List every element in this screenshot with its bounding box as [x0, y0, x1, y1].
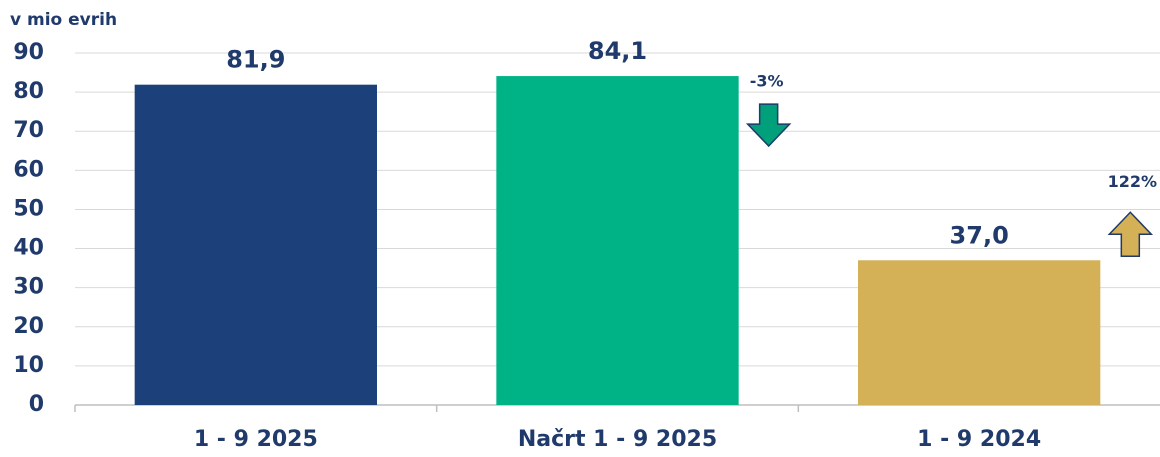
y-axis-label: v mio evrih: [10, 10, 117, 30]
x-tick-label: 1 - 9 2024: [917, 427, 1041, 452]
annotation-label: 122%: [1108, 172, 1157, 191]
value-label: 37,0: [950, 221, 1009, 249]
annotation-label: -3%: [750, 72, 784, 91]
y-tick-label: 50: [13, 196, 44, 221]
y-tick-label: 10: [13, 353, 44, 378]
y-tick-label: 60: [13, 157, 44, 182]
x-tick-label: 1 - 9 2025: [194, 427, 318, 452]
value-label: 84,1: [588, 37, 647, 65]
value-label: 81,9: [226, 46, 285, 74]
bar: [858, 260, 1101, 405]
bar: [496, 76, 739, 405]
y-tick-label: 0: [29, 392, 44, 417]
arrow-down: [745, 103, 792, 148]
arrow-up: [1107, 211, 1154, 258]
y-tick-label: 70: [13, 118, 44, 143]
x-tick-label: Načrt 1 - 9 2025: [518, 427, 717, 452]
y-tick-label: 30: [13, 275, 44, 300]
bar: [134, 84, 377, 406]
y-tick-label: 40: [13, 236, 44, 261]
y-tick-label: 90: [13, 40, 44, 65]
y-tick-label: 80: [13, 79, 44, 104]
y-tick-label: 20: [13, 314, 44, 339]
